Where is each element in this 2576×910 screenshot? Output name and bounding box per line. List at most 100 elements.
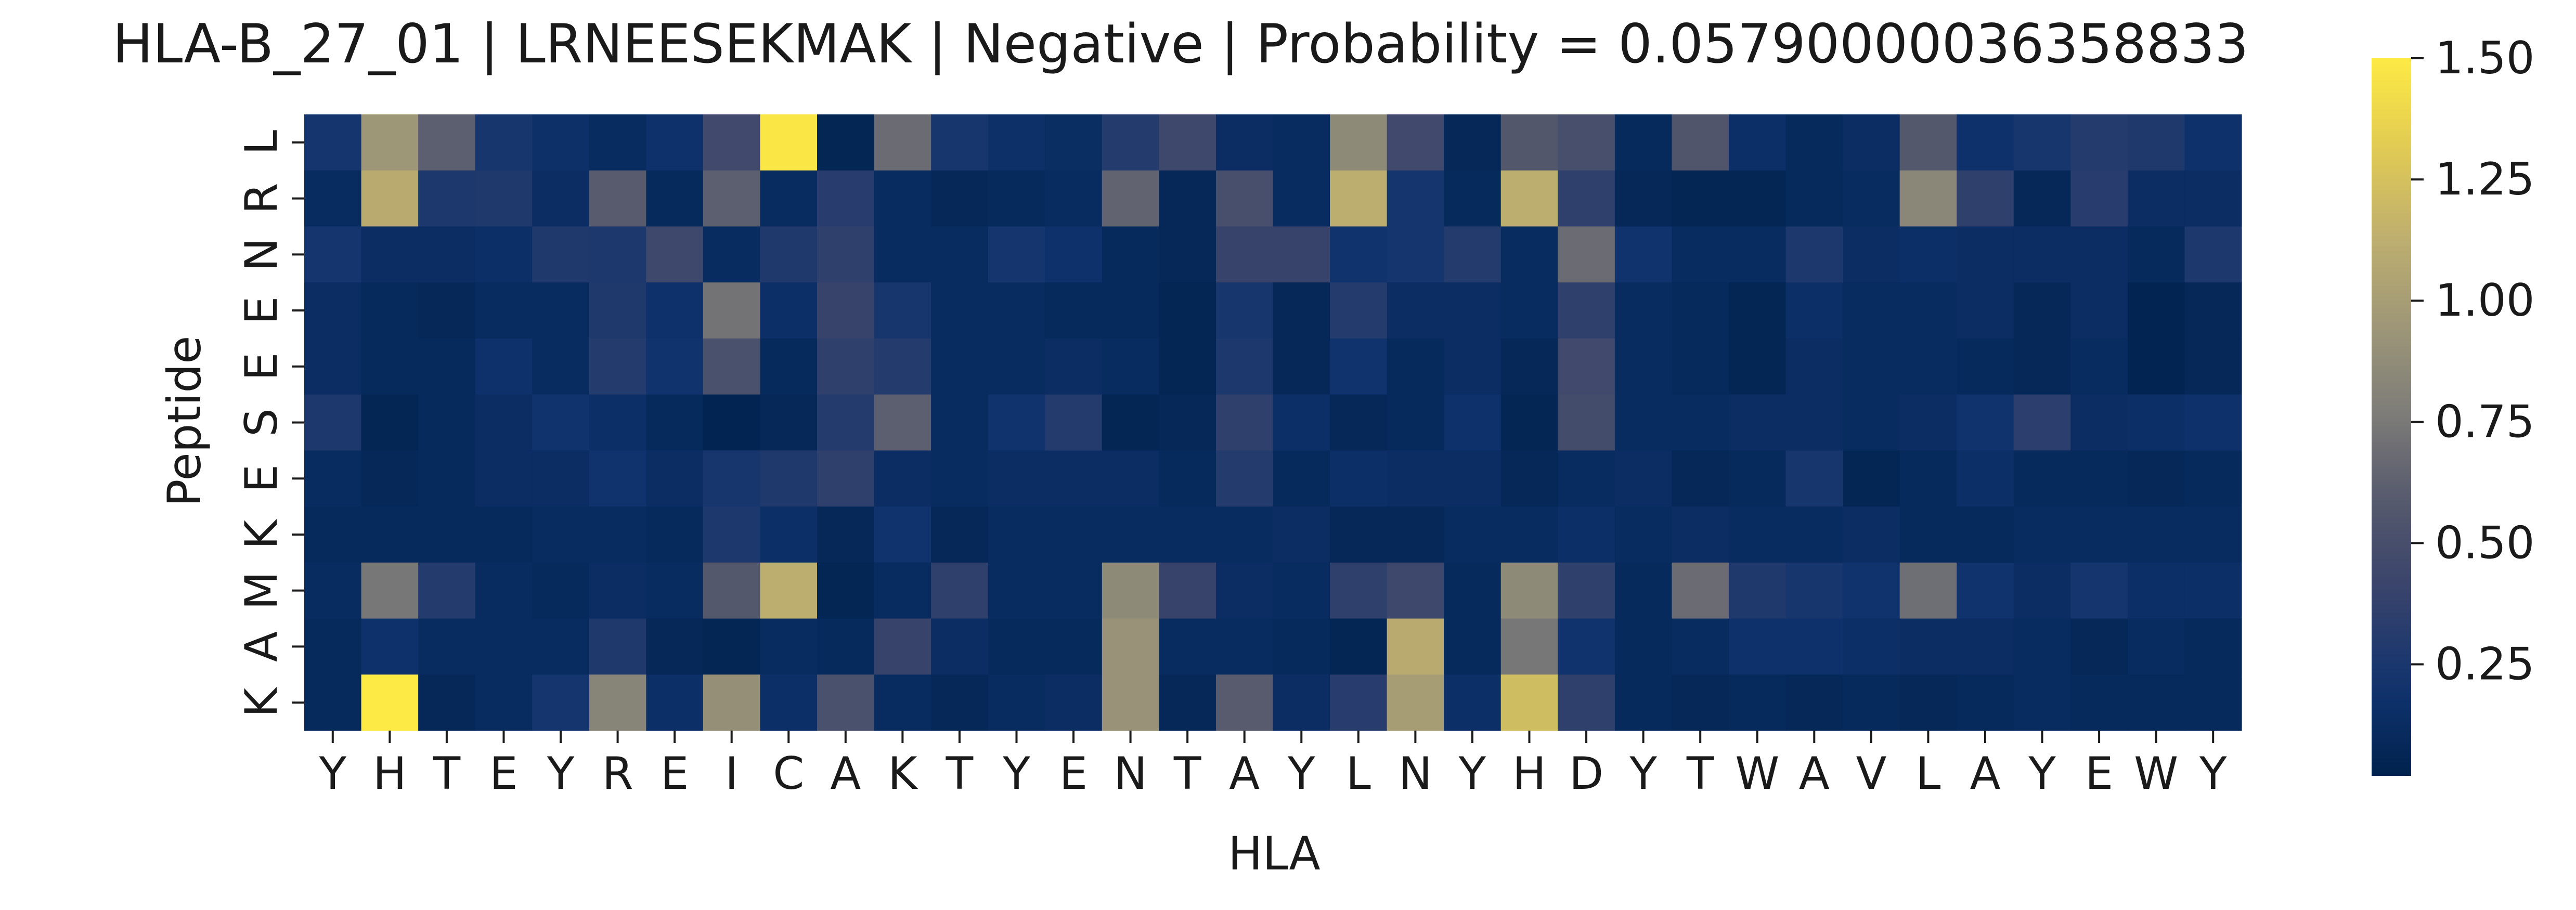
heatmap-cell (2013, 562, 2071, 619)
heatmap-cell (1444, 226, 1501, 283)
heatmap-cell (1957, 394, 2014, 451)
heatmap-cell (1957, 674, 2014, 731)
heatmap-cell (1273, 282, 1330, 339)
heatmap-cell (361, 450, 419, 507)
heatmap-cell (817, 338, 875, 395)
heatmap-cell (1273, 674, 1330, 731)
heatmap-cell (1899, 450, 1957, 507)
heatmap-cell (703, 170, 761, 227)
x-tick-label: T (433, 748, 461, 800)
x-tick-label: E (2085, 748, 2113, 800)
heatmap-cell (2070, 674, 2128, 731)
heatmap-cell (2184, 394, 2242, 451)
heatmap-cell (475, 674, 533, 731)
heatmap-cell (760, 618, 818, 675)
heatmap-cell (2070, 338, 2128, 395)
heatmap-cell (1500, 562, 1558, 619)
heatmap-cell (1159, 226, 1216, 283)
heatmap-cell (1843, 170, 1900, 227)
heatmap-cell (874, 226, 931, 283)
heatmap-cell (2127, 114, 2185, 171)
heatmap-cell (760, 338, 818, 395)
heatmap-cell (874, 674, 931, 731)
heatmap-cell (1330, 450, 1388, 507)
heatmap-cell (361, 282, 419, 339)
heatmap-cell (1558, 394, 1615, 451)
heatmap-cell (475, 282, 533, 339)
heatmap-cell (589, 506, 646, 563)
heatmap-cell (2184, 674, 2242, 731)
heatmap-cell (2127, 282, 2185, 339)
colorbar-tick-label: 1.00 (2435, 275, 2534, 327)
heatmap-cell (1614, 114, 1673, 171)
heatmap-cell (2184, 506, 2242, 563)
x-axis-label: HLA (1228, 827, 1320, 880)
heatmap-cell (703, 394, 761, 451)
heatmap-cell (1785, 674, 1843, 731)
heatmap-cell (1102, 170, 1159, 227)
heatmap-cell (1273, 394, 1330, 451)
x-tick-label: Y (547, 748, 575, 800)
heatmap-cell (361, 562, 419, 619)
heatmap-cell (1102, 674, 1159, 731)
heatmap-cell (1899, 170, 1957, 227)
heatmap-cell (817, 674, 875, 731)
heatmap-cell (1785, 226, 1843, 283)
heatmap-cell (1102, 562, 1159, 619)
heatmap-cell (1843, 450, 1900, 507)
heatmap-cell (532, 282, 590, 339)
heatmap-cell (817, 170, 875, 227)
heatmap-cell (1273, 338, 1330, 395)
heatmap-cell (1444, 618, 1501, 675)
heatmap-cell (1045, 674, 1103, 731)
heatmap-cell (1558, 506, 1615, 563)
heatmap-cell (532, 114, 590, 171)
x-tick-label: I (725, 748, 738, 800)
heatmap-cell (1672, 114, 1729, 171)
heatmap-cell (1215, 338, 1274, 395)
heatmap-cell (304, 450, 362, 507)
heatmap-cell (1672, 394, 1729, 451)
heatmap-cell (304, 506, 362, 563)
heatmap-cell (1102, 618, 1159, 675)
heatmap-cell (475, 170, 533, 227)
heatmap-cell (1387, 562, 1444, 619)
heatmap-cell (1330, 394, 1388, 451)
heatmap-cell (1500, 394, 1558, 451)
heatmap-cell (2184, 338, 2242, 395)
x-tick-label: K (888, 748, 918, 800)
y-tick-label: A (236, 631, 288, 662)
heatmap-cell (1215, 618, 1274, 675)
x-tick-label: W (2134, 748, 2178, 800)
heatmap-cell (418, 114, 476, 171)
heatmap-cell (1728, 170, 1787, 227)
heatmap-cell (1672, 674, 1729, 731)
heatmap-cell (1843, 562, 1900, 619)
heatmap-cell (703, 338, 761, 395)
heatmap-cell (703, 562, 761, 619)
heatmap-cell (418, 282, 476, 339)
heatmap-cell (1899, 674, 1957, 731)
heatmap-cell (1672, 506, 1729, 563)
x-tick-label: E (1059, 748, 1088, 800)
heatmap-cell (1843, 338, 1900, 395)
heatmap-cell (418, 618, 476, 675)
heatmap-cell (532, 562, 590, 619)
heatmap-cell (532, 450, 590, 507)
heatmap-cell (817, 618, 875, 675)
heatmap-cell (703, 226, 761, 283)
x-tick-label: Y (319, 748, 347, 800)
heatmap-cell (646, 338, 704, 395)
heatmap-cell (2070, 114, 2128, 171)
heatmap-cell (1672, 618, 1729, 675)
x-tick-label: D (1569, 748, 1603, 800)
heatmap-cell (475, 114, 533, 171)
heatmap-cell (2013, 506, 2071, 563)
heatmap-cell (1899, 506, 1957, 563)
heatmap-cell (817, 394, 875, 451)
heatmap-cell (1672, 282, 1729, 339)
x-tick-label: C (773, 748, 804, 800)
heatmap-cell (817, 562, 875, 619)
heatmap-cell (1159, 282, 1216, 339)
